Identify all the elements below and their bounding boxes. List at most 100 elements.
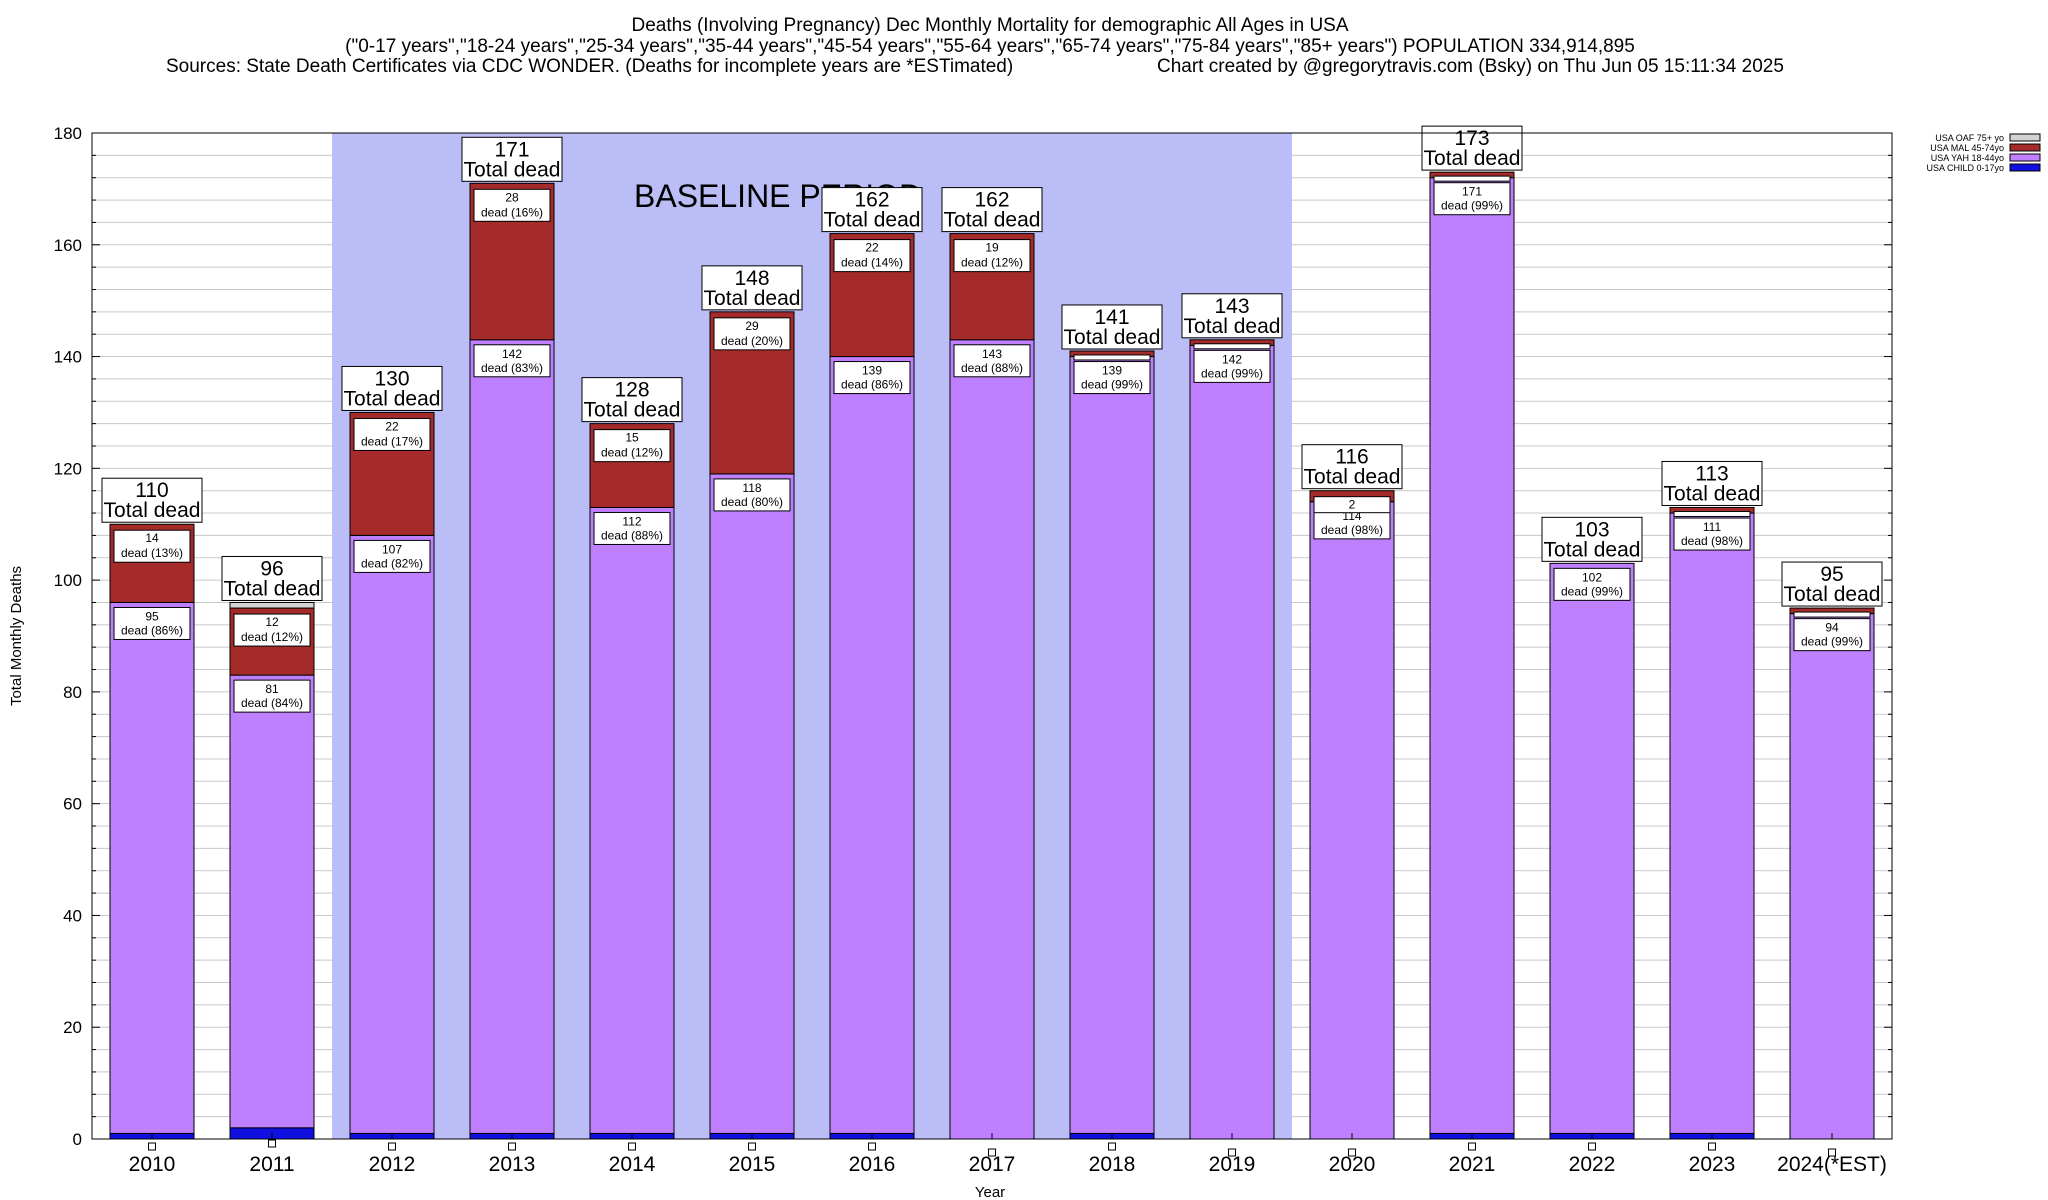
bar-segment: [469, 339, 555, 1134]
segment-pct-label: dead (98%): [1321, 523, 1383, 537]
segment-pct-label: dead (12%): [961, 256, 1023, 270]
bars: [109, 171, 1875, 1140]
y-tick-label: 80: [63, 683, 82, 702]
total-value-label: 162: [854, 189, 889, 212]
x-tick-label: 2015: [729, 1153, 776, 1176]
total-dead-label: Total dead: [1304, 466, 1401, 489]
base-marker: [148, 1142, 156, 1151]
x-tick-label: 2022: [1569, 1153, 1616, 1176]
total-value-label: 148: [734, 267, 769, 290]
segment-pct-label: dead (99%): [1081, 378, 1143, 392]
legend-label: USA CHILD 0-17yo: [1926, 163, 2004, 173]
total-label-box: [821, 187, 923, 233]
total-dead-label: Total dead: [1664, 482, 1761, 505]
segment-value-label: 15: [625, 431, 639, 445]
bar-segment: [109, 601, 195, 1134]
segment-label-box: [1553, 567, 1631, 601]
legend-label: USA YAH 18-44yo: [1931, 153, 2004, 163]
total-value-label: 116: [1335, 446, 1368, 469]
x-tick-label: 2020: [1329, 1153, 1376, 1176]
bar-segment: [709, 473, 795, 1134]
x-tick-label: 2014: [609, 1153, 656, 1176]
x-tick-label: 2021: [1449, 1153, 1496, 1176]
y-tick-label: 0: [73, 1130, 82, 1149]
segment-label-box: [1793, 618, 1871, 652]
legend-swatch: [2009, 133, 2041, 142]
base-marker: [868, 1142, 876, 1151]
segment-value-label: 2: [1349, 498, 1356, 512]
total-value-label: 141: [1094, 306, 1129, 329]
y-tick-label: 140: [54, 348, 82, 367]
segment-pct-label: dead (80%): [721, 495, 783, 509]
base-marker: [1108, 1142, 1116, 1151]
base-marker: [748, 1142, 756, 1151]
segment-label-box: [353, 539, 431, 573]
total-value-label: 110: [135, 479, 168, 502]
total-label-box: [1061, 304, 1163, 350]
legend-swatch: [2009, 143, 2041, 152]
total-dead-label: Total dead: [944, 209, 1041, 232]
total-dead-label: Total dead: [1424, 147, 1521, 170]
segment-pct-label: dead (88%): [601, 528, 663, 542]
segment-label-box: [113, 529, 191, 563]
base-marker: [1228, 1148, 1236, 1157]
base-marker: [508, 1142, 516, 1151]
segment-label-box: [1193, 349, 1271, 383]
x-tick-label: 2011: [249, 1153, 294, 1176]
total-value-label: 143: [1214, 295, 1249, 318]
y-tick-label: 100: [54, 571, 82, 590]
total-value-label: 95: [1820, 563, 1843, 586]
x-tick-label: 2017: [969, 1153, 1016, 1176]
segment-pct-label: dead (17%): [361, 434, 423, 448]
segment-label-box: [593, 429, 671, 463]
total-label-box: [1181, 293, 1283, 339]
y-tick-label: 40: [63, 906, 82, 925]
x-tick-label: 2010: [129, 1153, 176, 1176]
segment-label-box: [833, 361, 911, 395]
segment-pct-label: dead (86%): [121, 623, 183, 637]
y-axis-ticks: 0 20 40 60 80 100 120 140 160 180: [54, 124, 1892, 1149]
segment-value-label: 81: [265, 682, 279, 696]
y-tick-label: 60: [63, 795, 82, 814]
segment-pct-label: dead (13%): [121, 546, 183, 560]
bar-segment: [229, 601, 315, 609]
total-dead-label: Total dead: [1784, 583, 1881, 606]
legend-swatch: [2009, 163, 2041, 172]
segment-label-box: [353, 417, 431, 451]
total-dead-label: Total dead: [824, 209, 921, 232]
bar-segment: [1669, 512, 1755, 1134]
chart-credit: Chart created by @gregorytravis.com (Bsk…: [1157, 56, 1784, 77]
segment-value-label: 14: [145, 531, 159, 545]
total-value-label: 113: [1695, 462, 1728, 485]
y-axis-label: Total Monthly Deaths: [8, 566, 25, 706]
segment-value-label: 143: [982, 347, 1002, 361]
x-tick-label: 2016: [849, 1153, 896, 1176]
bar-segment: [1549, 562, 1635, 1134]
total-dead-label: Total dead: [584, 399, 681, 422]
y-tick-label: 180: [54, 124, 82, 143]
x-tick-label: 2013: [489, 1153, 536, 1176]
segment-value-label: 171: [1462, 185, 1482, 199]
segment-value-label: 22: [385, 419, 399, 433]
segment-pct-label: dead (88%): [961, 361, 1023, 375]
bar-segment: [229, 674, 315, 1129]
segment-label-box: [1433, 182, 1511, 216]
chart-title: Deaths (Involving Pregnancy) Dec Monthly…: [631, 15, 1348, 36]
total-label-box: [581, 377, 683, 423]
total-label-box: [341, 365, 443, 411]
total-value-label: 96: [260, 557, 283, 580]
chart-sources: Sources: State Death Certificates via CD…: [166, 56, 1013, 77]
segment-pct-label: dead (99%): [1441, 199, 1503, 213]
segment-pct-label: dead (99%): [1801, 635, 1863, 649]
bar-segment: [1189, 344, 1275, 1140]
bar-segment: [829, 356, 915, 1134]
segment-label-box: [473, 344, 551, 378]
total-dead-label: Total dead: [1544, 538, 1641, 561]
segment-label-box: [1793, 611, 1871, 618]
total-label-box: [941, 187, 1043, 233]
segment-label-box: [1433, 175, 1511, 182]
total-label-box: [461, 136, 563, 182]
total-dead-label: Total dead: [1064, 326, 1161, 349]
base-marker: [268, 1139, 276, 1148]
